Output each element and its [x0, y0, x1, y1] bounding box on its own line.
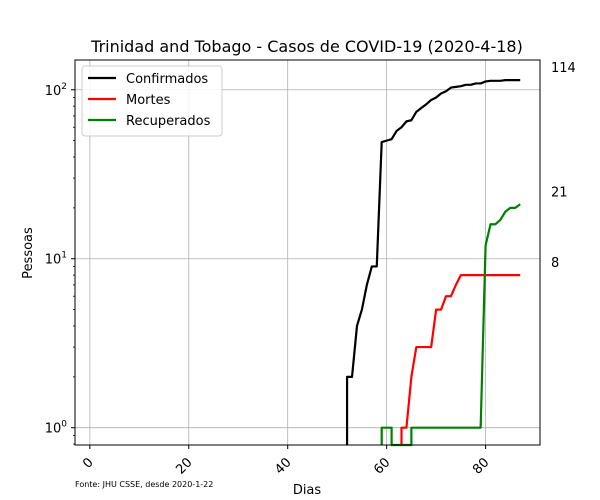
y-axis-label: Pessoas — [21, 227, 36, 279]
plot-area-frame — [74, 59, 541, 446]
series-layer — [345, 79, 521, 447]
chart-title: Trinidad and Tobago - Casos de COVID-19 … — [90, 37, 523, 56]
series-line-confirmados — [345, 79, 521, 445]
end-label-recuperados: 21 — [551, 185, 568, 200]
y-tick-label: 101 — [45, 251, 67, 268]
source-note: Fonte: JHU CSSE, desde 2020-1-22 — [75, 480, 213, 489]
y-tick-label: 102 — [45, 82, 67, 99]
x-axis-label: Dias — [293, 483, 322, 498]
series-line-recuperados — [380, 203, 521, 447]
legend-label-mortes: Mortes — [126, 93, 171, 108]
legend-box — [81, 65, 223, 137]
legend-label-recuperados: Recuperados — [126, 114, 211, 129]
end-label-confirmados: 114 — [551, 61, 576, 76]
y-tick-label: 100 — [45, 420, 68, 437]
series-line-mortes — [400, 274, 521, 445]
legend: Confirmados Mortes Recuperados — [81, 65, 223, 137]
y-ticks: 100 101 102 — [45, 82, 75, 445]
legend-label-confirmados: Confirmados — [126, 72, 208, 87]
end-label-mortes: 8 — [551, 256, 559, 271]
end-labels: 114 8 21 — [551, 61, 576, 271]
